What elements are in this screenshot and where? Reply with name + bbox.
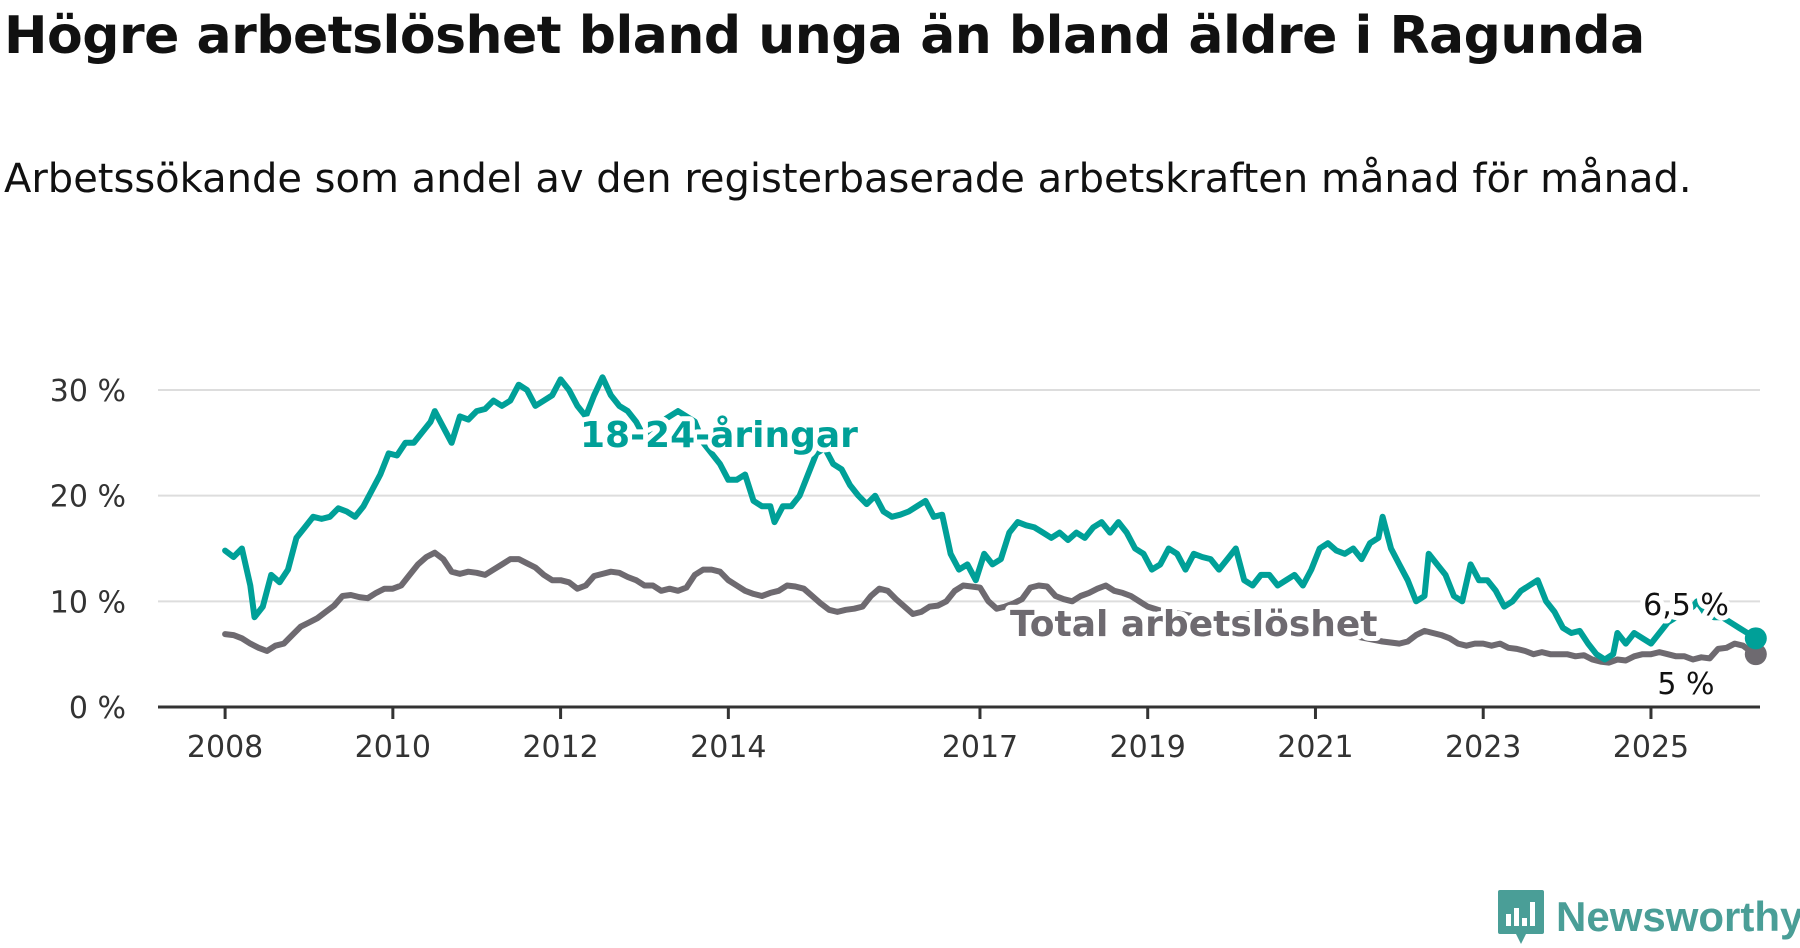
series-lines bbox=[222, 374, 1767, 666]
youth-series-label: 18-24-åringar bbox=[580, 415, 858, 456]
x-tick-label: 2023 bbox=[1445, 730, 1521, 765]
youth-unemployment-end-point bbox=[1744, 627, 1767, 650]
x-tick-label: 2010 bbox=[355, 730, 431, 765]
gridlines bbox=[158, 389, 1760, 603]
chart-subtitle: Arbetssökande som andel av den registerb… bbox=[4, 156, 1692, 202]
y-tick-label: 0 % bbox=[69, 691, 126, 726]
x-tick-label: 2025 bbox=[1613, 730, 1689, 765]
series-labels: 18-24-åringar Total arbetslöshet 6,5 % 5 % bbox=[575, 410, 1734, 707]
x-tick-label: 2008 bbox=[187, 730, 263, 765]
newsworthy-logo-icon bbox=[1498, 890, 1544, 944]
chart-title: Högre arbetslöshet bland unga än bland ä… bbox=[4, 6, 1645, 66]
x-tick-label: 2021 bbox=[1277, 730, 1353, 765]
newsworthy-logo-text: Newsworthy bbox=[1556, 893, 1800, 940]
youth-unemployment-line bbox=[222, 374, 1759, 663]
youth-end-value-label: 6,5 % bbox=[1643, 588, 1729, 623]
total-unemployment-line bbox=[222, 549, 1759, 666]
total-end-value-label: 5 % bbox=[1657, 667, 1714, 702]
newsworthy-logo: Newsworthy bbox=[1496, 886, 1800, 948]
x-tick-label: 2017 bbox=[942, 730, 1018, 765]
x-axis-ticks: 2008 2010 2012 2014 2017 2019 2021 2023 2025 bbox=[187, 707, 1689, 765]
x-tick-label: 2019 bbox=[1110, 730, 1186, 765]
y-tick-label: 10 % bbox=[50, 585, 126, 620]
y-tick-label: 20 % bbox=[50, 480, 126, 515]
x-tick-label: 2014 bbox=[690, 730, 766, 765]
y-axis-labels: 0 % 10 % 20 % 30 % bbox=[50, 374, 126, 726]
x-tick-label: 2012 bbox=[522, 730, 598, 765]
total-unemployment-end-point bbox=[1744, 643, 1767, 666]
y-tick-label: 30 % bbox=[50, 374, 126, 409]
total-series-label: Total arbetslöshet bbox=[1010, 604, 1378, 645]
